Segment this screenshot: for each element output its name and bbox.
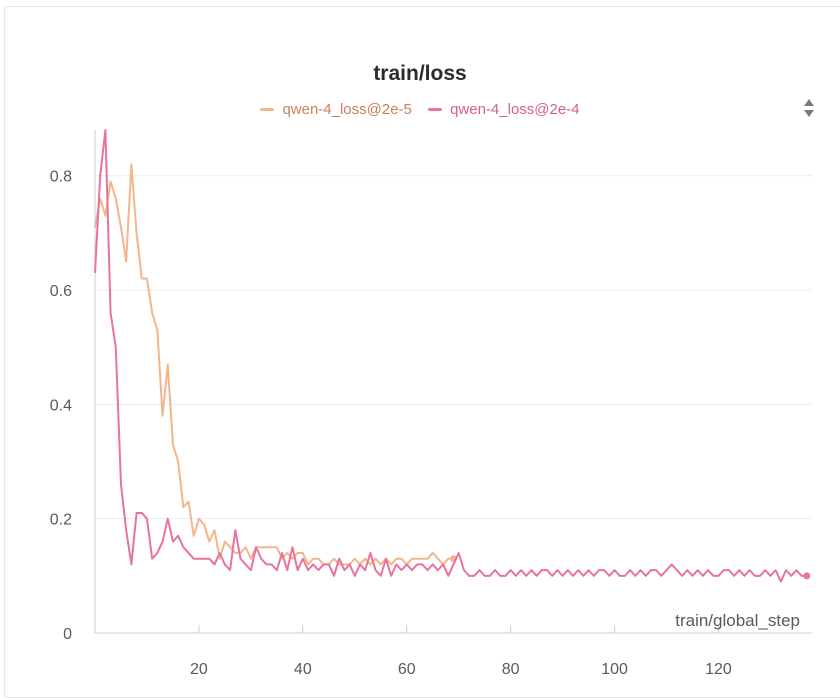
series-line-1[interactable] (94, 129, 807, 583)
tick-labels: 0 0.2 0.4 0.6 0.8 20 40 60 80 100 120 (50, 169, 732, 678)
series-lines (94, 129, 811, 583)
y-tick-label: 0.6 (50, 283, 72, 300)
axes (94, 130, 812, 634)
x-tick-label: 80 (502, 661, 520, 678)
grid-lines (95, 175, 812, 520)
series-end-point-1[interactable] (803, 572, 811, 580)
legend-item-2e-4[interactable]: qwen-4_loss@2e-4 (428, 101, 580, 118)
y-tick-label: 0.2 (50, 512, 72, 529)
y-tick-label: 0 (63, 626, 72, 643)
x-tick-label: 40 (294, 661, 312, 678)
chart-legend: qwen-4_loss@2e-5 qwen-4_loss@2e-4 (0, 98, 840, 118)
legend-swatch-2e-5 (260, 108, 275, 111)
legend-label-2e-5: qwen-4_loss@2e-5 (282, 101, 412, 118)
x-tick-label: 120 (705, 661, 732, 678)
x-tick-label: 100 (601, 661, 628, 678)
x-tick-label: 60 (398, 661, 416, 678)
legend-item-2e-5[interactable]: qwen-4_loss@2e-5 (260, 101, 412, 118)
chart-panel (4, 6, 840, 698)
x-axis-title: train/global_step (675, 611, 800, 630)
sort-up-down-icon[interactable] (803, 97, 815, 119)
y-tick-label: 0.8 (50, 169, 72, 186)
legend-label-2e-4: qwen-4_loss@2e-4 (450, 101, 580, 118)
x-tick-label: 20 (190, 661, 208, 678)
y-tick-label: 0.4 (50, 397, 72, 414)
series-line-0[interactable] (94, 163, 454, 566)
chart-title: train/loss (373, 62, 467, 85)
legend-swatch-2e-4 (428, 108, 443, 111)
